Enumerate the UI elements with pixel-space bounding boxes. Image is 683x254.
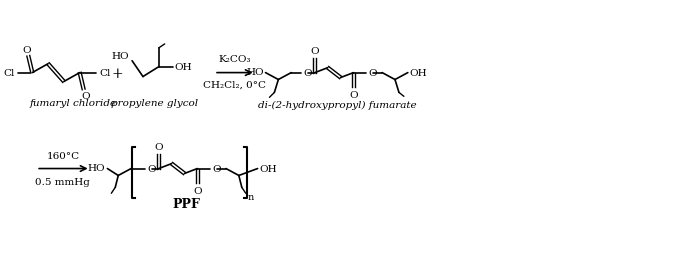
Text: O: O — [303, 69, 311, 78]
Text: O: O — [349, 90, 358, 100]
Text: 0.5 mmHg: 0.5 mmHg — [36, 177, 90, 186]
Text: n: n — [247, 192, 254, 201]
Text: HO: HO — [247, 68, 264, 77]
Text: Cl: Cl — [100, 69, 111, 78]
Text: 160°C: 160°C — [46, 152, 79, 161]
Text: O: O — [154, 143, 163, 152]
Text: K₂CO₃: K₂CO₃ — [219, 55, 251, 64]
Text: HO: HO — [111, 52, 129, 61]
Text: OH: OH — [410, 69, 428, 78]
Text: Cl: Cl — [3, 69, 14, 78]
Text: OH: OH — [175, 63, 192, 72]
Text: HO: HO — [88, 163, 105, 172]
Text: CH₂Cl₂, 0°C: CH₂Cl₂, 0°C — [204, 81, 266, 90]
Text: +: + — [111, 66, 123, 80]
Text: PPF: PPF — [173, 197, 200, 210]
Text: O: O — [22, 46, 31, 55]
Text: OH: OH — [260, 164, 277, 173]
Text: O: O — [212, 164, 221, 173]
Text: propylene glycol: propylene glycol — [111, 98, 198, 107]
Text: O: O — [81, 91, 90, 100]
Text: O: O — [193, 186, 201, 195]
Text: O: O — [311, 47, 319, 56]
Text: O: O — [368, 69, 377, 78]
Text: O: O — [147, 164, 156, 173]
Text: fumaryl chloride: fumaryl chloride — [29, 98, 116, 107]
Text: di-(2-hydroxypropyl) fumarate: di-(2-hydroxypropyl) fumarate — [258, 100, 417, 109]
